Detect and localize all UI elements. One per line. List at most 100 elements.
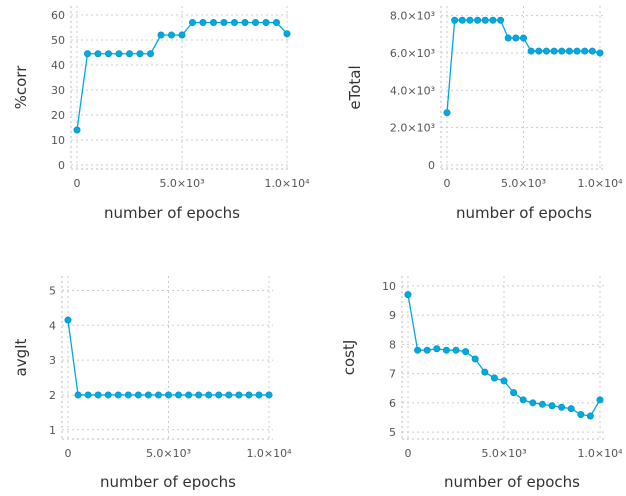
data-point xyxy=(577,411,585,419)
x-axis-label: number of epochs xyxy=(100,473,236,491)
y-tick-label: 5 xyxy=(389,426,396,439)
data-point xyxy=(535,47,543,55)
y-tick-label: 8 xyxy=(389,338,396,351)
data-point xyxy=(245,391,253,399)
data-point xyxy=(565,47,573,55)
data-point xyxy=(154,391,162,399)
y-tick-label: 0 xyxy=(58,159,65,172)
data-point xyxy=(519,34,527,42)
data-point xyxy=(588,47,596,55)
data-point xyxy=(105,50,113,58)
y-tick-label: 0 xyxy=(428,159,435,172)
y-tick-label: 30 xyxy=(51,84,65,97)
y-tick-label: 2 xyxy=(49,389,56,402)
data-point xyxy=(423,346,431,354)
data-point xyxy=(558,403,566,411)
chart-panel-eTotal: 0 2.0×10³ 4.0×10³ 6.0×10³ 8.0×10³ 0 5.0×10³ 1.0… xyxy=(346,6,623,222)
data-point xyxy=(189,18,197,26)
x-tick-label: 5.0×10³ xyxy=(159,177,204,190)
x-tick-label: 1.0×10⁴ xyxy=(264,177,310,190)
data-point xyxy=(147,50,155,58)
chart-panel-avgIt: 1 2 3 4 5 0 5.0×10³ 1.0×10⁴ avgIt number of epoch… xyxy=(12,276,292,491)
x-tick-label: 0 xyxy=(74,177,81,190)
y-tick-label: 9 xyxy=(389,309,396,322)
data-point xyxy=(442,346,450,354)
y-axis-label: %corr xyxy=(12,65,30,110)
data-point xyxy=(481,368,489,376)
data-point xyxy=(548,402,556,410)
data-point xyxy=(586,412,594,420)
data-point xyxy=(433,345,441,353)
data-point xyxy=(466,16,474,24)
y-tick-label: 10 xyxy=(382,280,396,293)
y-tick-label: 20 xyxy=(51,109,65,122)
data-point xyxy=(168,31,176,39)
data-point xyxy=(414,346,422,354)
data-point xyxy=(124,391,132,399)
data-point xyxy=(255,391,263,399)
data-point xyxy=(404,291,412,299)
chart-panel-%corr: 0 10 20 30 40 50 60 0 5.0×10³ 1.0×10⁴ %corr number … xyxy=(12,6,310,222)
data-point xyxy=(94,391,102,399)
data-point xyxy=(596,396,604,404)
data-point xyxy=(542,47,550,55)
data-point xyxy=(500,377,508,385)
x-tick-label: 1.0×10⁴ xyxy=(246,447,292,460)
y-tick-label: 8.0×10³ xyxy=(390,10,435,23)
data-point xyxy=(114,391,122,399)
y-tick-label: 50 xyxy=(51,34,65,47)
data-point xyxy=(74,391,82,399)
x-tick-label: 5.0×10³ xyxy=(481,447,526,460)
data-point xyxy=(573,47,581,55)
y-tick-label: 6.0×10³ xyxy=(390,47,435,60)
y-tick-label: 7 xyxy=(389,368,396,381)
data-point xyxy=(510,389,518,397)
data-point xyxy=(157,31,165,39)
data-point xyxy=(481,16,489,24)
y-tick-label: 2.0×10³ xyxy=(390,122,435,135)
data-point xyxy=(215,391,223,399)
data-point xyxy=(64,316,72,324)
data-point xyxy=(252,18,260,26)
data-point xyxy=(527,47,535,55)
data-point xyxy=(115,50,123,58)
data-point xyxy=(451,16,459,24)
data-point xyxy=(126,50,134,58)
data-point xyxy=(104,391,112,399)
data-point xyxy=(519,396,527,404)
x-tick-label: 1.0×10⁴ xyxy=(577,177,623,190)
data-point xyxy=(144,391,152,399)
data-point xyxy=(84,391,92,399)
data-point xyxy=(490,374,498,382)
data-point xyxy=(262,18,270,26)
data-point xyxy=(489,16,497,24)
data-point xyxy=(175,391,183,399)
data-point xyxy=(241,18,249,26)
x-axis-label: number of epochs xyxy=(104,204,240,222)
data-point xyxy=(512,34,520,42)
y-axis-label: avgIt xyxy=(12,338,30,376)
chart-panel-costJ: 5 6 7 8 9 10 0 5.0×10³ 1.0×10⁴ costJ number of epo… xyxy=(340,276,623,491)
x-tick-label: 5.0×10³ xyxy=(146,447,191,460)
data-point xyxy=(73,126,81,134)
x-tick-label: 0 xyxy=(405,447,412,460)
x-tick-label: 0 xyxy=(65,447,72,460)
x-tick-label: 5.0×10³ xyxy=(501,177,546,190)
data-point xyxy=(558,47,566,55)
y-tick-label: 6 xyxy=(389,397,396,410)
data-point xyxy=(272,18,280,26)
data-point xyxy=(165,391,173,399)
data-point xyxy=(443,109,451,117)
data-point xyxy=(134,391,142,399)
y-axis-label: eTotal xyxy=(346,65,364,109)
data-point xyxy=(538,400,546,408)
y-tick-label: 5 xyxy=(49,284,56,297)
data-point xyxy=(581,47,589,55)
data-point xyxy=(210,18,218,26)
y-axis-label: costJ xyxy=(340,340,358,376)
data-point xyxy=(265,391,273,399)
y-tick-label: 3 xyxy=(49,354,56,367)
data-point xyxy=(567,405,575,413)
data-point xyxy=(504,34,512,42)
data-point xyxy=(220,18,228,26)
